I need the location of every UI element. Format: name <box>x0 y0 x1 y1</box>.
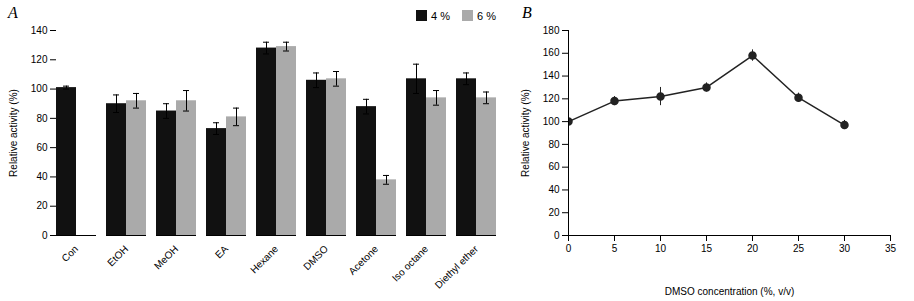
svg-text:Con: Con <box>59 243 80 264</box>
svg-text:160: 160 <box>543 47 560 58</box>
svg-text:20: 20 <box>548 207 560 218</box>
svg-text:100: 100 <box>543 116 560 127</box>
svg-text:EA: EA <box>213 243 230 260</box>
html-text:B: B <box>522 4 532 21</box>
svg-text:180: 180 <box>543 25 560 36</box>
svg-text:MeOH: MeOH <box>152 243 180 271</box>
svg-text:DMSO: DMSO <box>301 243 330 272</box>
svg-text:20: 20 <box>36 200 48 211</box>
svg-text:EtOH: EtOH <box>105 243 130 268</box>
svg-text:0: 0 <box>566 243 572 254</box>
svg-text:15: 15 <box>701 243 713 254</box>
svg-text:80: 80 <box>548 139 560 150</box>
svg-text:Iso octane: Iso octane <box>390 243 431 284</box>
svg-text:Hexane: Hexane <box>248 243 280 275</box>
svg-text:60: 60 <box>548 161 560 172</box>
svg-text:Relative activity (%): Relative activity (%) <box>8 89 19 177</box>
svg-text:Diethyl ether: Diethyl ether <box>433 243 481 291</box>
svg-text:140: 140 <box>31 25 48 36</box>
svg-text:120: 120 <box>31 54 48 65</box>
svg-text:30: 30 <box>839 243 851 254</box>
svg-text:Relative activity (%): Relative activity (%) <box>520 89 531 177</box>
svg-text:0: 0 <box>554 230 560 241</box>
svg-text:5: 5 <box>612 243 618 254</box>
svg-text:Acetone: Acetone <box>346 243 380 277</box>
svg-text:40: 40 <box>548 184 560 195</box>
svg-text:10: 10 <box>655 243 667 254</box>
svg-text:40: 40 <box>36 171 48 182</box>
html-text:6 %: 6 % <box>477 10 496 22</box>
svg-text:35: 35 <box>885 243 897 254</box>
svg-text:20: 20 <box>747 243 759 254</box>
svg-text:0: 0 <box>42 230 48 241</box>
svg-text:140: 140 <box>543 70 560 81</box>
svg-text:120: 120 <box>543 93 560 104</box>
svg-text:100: 100 <box>31 83 48 94</box>
html-text:4 %: 4 % <box>431 10 450 22</box>
svg-text:80: 80 <box>36 113 48 124</box>
svg-text:DMSO concentration (%, v/v): DMSO concentration (%, v/v) <box>665 286 794 297</box>
svg-text:25: 25 <box>793 243 805 254</box>
html-text:A: A <box>8 4 18 21</box>
svg-text:60: 60 <box>36 142 48 153</box>
